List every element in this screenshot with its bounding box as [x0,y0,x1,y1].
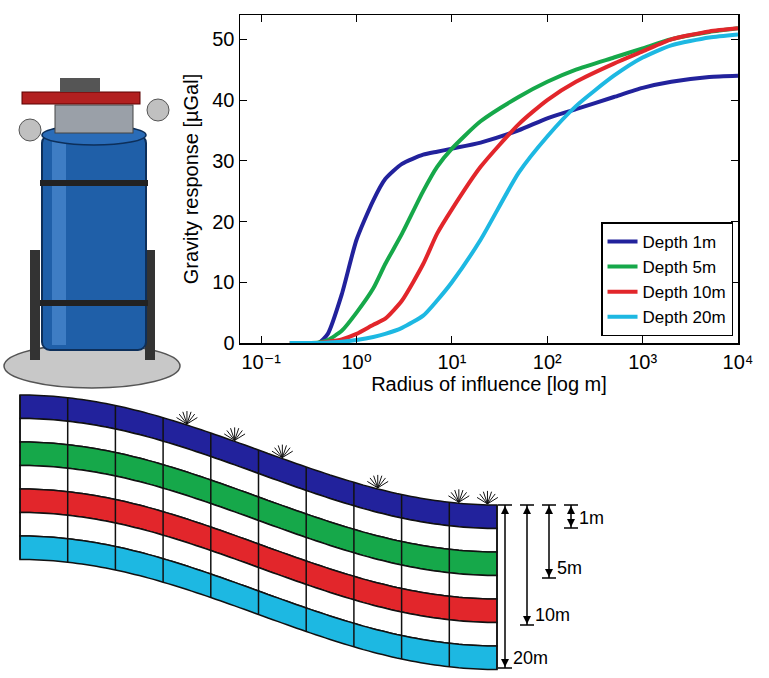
svg-text:Depth 5m: Depth 5m [643,258,717,277]
svg-text:50: 50 [212,28,234,50]
svg-text:1m: 1m [579,508,604,528]
svg-text:40: 40 [212,89,234,111]
svg-text:10⁻¹: 10⁻¹ [241,351,281,373]
svg-text:10: 10 [212,271,234,293]
svg-text:20: 20 [212,211,234,233]
svg-text:Depth 10m: Depth 10m [643,283,726,302]
svg-text:10²: 10² [533,351,562,373]
svg-text:10m: 10m [535,605,570,625]
svg-text:10⁰: 10⁰ [341,351,371,373]
svg-text:Radius of influence [log m]: Radius of influence [log m] [371,373,607,395]
svg-text:10³: 10³ [628,351,657,373]
svg-text:20m: 20m [513,648,548,668]
svg-text:Depth 1m: Depth 1m [643,233,717,252]
svg-text:10¹: 10¹ [437,351,466,373]
svg-text:5m: 5m [557,558,582,578]
svg-text:30: 30 [212,150,234,172]
svg-text:10⁴: 10⁴ [723,351,754,373]
svg-text:0: 0 [223,332,234,354]
svg-text:Depth 20m: Depth 20m [643,308,726,327]
svg-text:Gravity response [µGal]: Gravity response [µGal] [180,74,202,285]
